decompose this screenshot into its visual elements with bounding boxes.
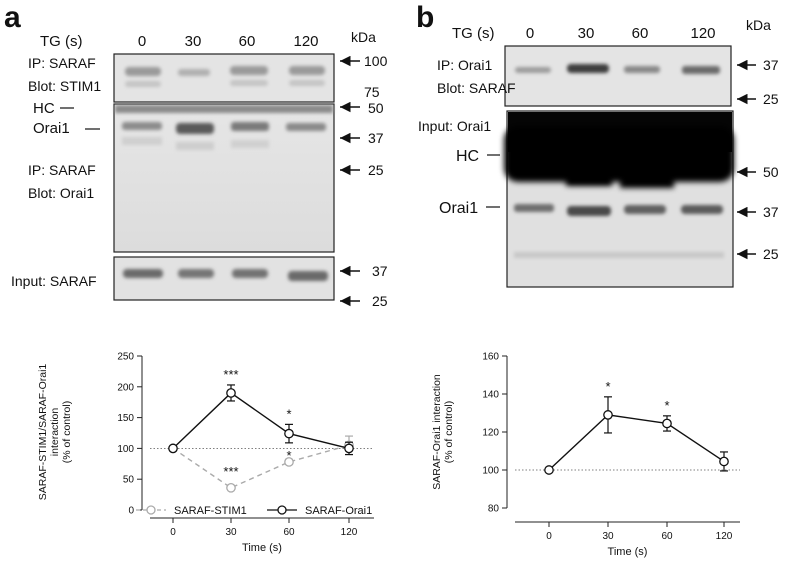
panel-a-blot-stim1 <box>113 53 335 103</box>
significance-mark: * <box>605 379 610 394</box>
panel-b-blot1-line2: Blot: SARAF <box>437 80 516 96</box>
y-tick-label: 140 <box>482 390 499 401</box>
panel-a-marker-37b: 37 <box>372 263 388 279</box>
panel-a-blot1-line2: Blot: STIM1 <box>28 78 101 94</box>
panel-a-time-60: 60 <box>239 33 256 50</box>
data-point <box>603 410 613 420</box>
data-point <box>284 428 294 439</box>
data-point <box>344 443 354 454</box>
panel-b-hc-label: HC <box>456 148 479 165</box>
panel-b: b TG (s) 0 30 60 120 kDa IP: Orai1 Blot:… <box>416 1 779 288</box>
significance-mark: * <box>286 406 291 421</box>
legend-label: SARAF-STIM1 <box>174 505 247 517</box>
x-axis-label: Time (s) <box>608 546 648 558</box>
y-tick-label: 160 <box>482 352 499 363</box>
panel-b-marker-50: 50 <box>763 164 779 180</box>
panel-a-blot2-line1: IP: SARAF <box>28 162 96 178</box>
x-tick-label: 120 <box>716 531 733 542</box>
y-axis-label: interaction <box>49 408 61 457</box>
data-point <box>544 465 554 475</box>
data-point <box>226 482 236 493</box>
panel-a-kda: kDa <box>351 29 376 45</box>
panel-b-marker-37: 37 <box>763 57 779 73</box>
legend-marker <box>146 505 156 515</box>
panel-a-tg-label: TG (s) <box>40 33 83 50</box>
y-axis-label: SARAF-STIM1/SARAF-Orai1 <box>37 364 49 501</box>
panel-a-blot-orai1 <box>113 103 335 253</box>
y-tick-label: 0 <box>128 506 134 517</box>
y-tick-label: 100 <box>117 444 134 455</box>
panel-a-hc-label: HC <box>33 100 55 117</box>
panel-a-marker-37: 37 <box>368 130 384 146</box>
y-tick-label: 80 <box>488 504 500 515</box>
y-tick-label: 120 <box>482 428 499 439</box>
panel-a-marker-75: 75 <box>364 84 380 100</box>
y-tick-label: 200 <box>117 382 134 393</box>
data-point <box>284 457 294 467</box>
x-tick-label: 30 <box>225 527 237 538</box>
x-tick-label: 60 <box>283 527 295 538</box>
panel-a-time-0: 0 <box>138 33 146 50</box>
y-axis-label: SARAF-Orai1 interaction <box>431 374 443 490</box>
panel-a-marker-100: 100 <box>364 53 388 69</box>
legend-marker <box>277 505 287 515</box>
y-tick-label: 250 <box>117 352 134 363</box>
panel-b-time-0: 0 <box>526 25 534 42</box>
significance-mark: * <box>664 398 669 413</box>
data-point <box>719 456 729 467</box>
panel-b-blot1-line1: IP: Orai1 <box>437 57 492 73</box>
panel-a-marker-25: 25 <box>368 162 384 178</box>
x-tick-label: 0 <box>546 531 552 542</box>
significance-mark: *** <box>223 367 238 382</box>
panel-a-time-120: 120 <box>293 33 318 50</box>
panel-b-letter: b <box>416 1 434 34</box>
series-line <box>172 392 350 450</box>
data-point <box>168 443 178 454</box>
panel-a-blot2-line2: Blot: Orai1 <box>28 185 94 201</box>
legend-label: SARAF-Orai1 <box>305 505 372 517</box>
panel-a: a TG (s) 0 30 60 120 kDa IP: SARAF Blot:… <box>4 1 388 309</box>
y-tick-label: 150 <box>117 413 134 424</box>
significance-mark: * <box>286 448 291 463</box>
x-tick-label: 0 <box>170 527 176 538</box>
y-tick-label: 50 <box>123 475 135 486</box>
panel-a-blot3-label: Input: SARAF <box>11 273 97 289</box>
panel-b-time-30: 30 <box>578 25 595 42</box>
x-axis-label: Time (s) <box>242 542 282 554</box>
panel-b-kda: kDa <box>746 17 771 33</box>
panel-b-marker-25b: 25 <box>763 246 779 262</box>
panel-b-orai1-label: Orai1 <box>439 200 478 217</box>
data-point <box>662 418 672 429</box>
panel-b-marker-37b: 37 <box>763 204 779 220</box>
series-line <box>548 414 725 471</box>
panel-b-time-120: 120 <box>690 25 715 42</box>
panel-b-blot-input-orai1 <box>504 110 734 288</box>
panel-b-blot-saraf <box>504 45 732 107</box>
panel-b-marker-25: 25 <box>763 91 779 107</box>
chart-saraf-stim1-orai1: 0 50 100 150 200 250 0 30 60 120 Time (s) SARAF-STI… <box>37 352 374 554</box>
significance-mark: *** <box>223 464 238 479</box>
panel-b-time-60: 60 <box>632 25 649 42</box>
panel-b-tg-label: TG (s) <box>452 25 495 42</box>
series-line <box>172 444 350 489</box>
panel-a-orai1-label: Orai1 <box>33 120 70 137</box>
panel-a-time-30: 30 <box>185 33 202 50</box>
panel-a-marker-50: 50 <box>368 100 384 116</box>
y-axis-label: (% of control) <box>61 401 73 463</box>
chart-saraf-orai1: 80 100 120 140 160 0 30 60 120 Time (s) SARAF-Orai… <box>431 352 740 558</box>
panel-a-blot1-line1: IP: SARAF <box>28 55 96 71</box>
x-tick-label: 120 <box>341 527 358 538</box>
panel-a-blot-input-saraf <box>113 256 335 301</box>
x-tick-label: 30 <box>602 531 614 542</box>
panel-b-input-label: Input: Orai1 <box>418 118 491 134</box>
panel-a-letter: a <box>4 1 21 34</box>
panel-a-marker-25b: 25 <box>372 293 388 309</box>
y-tick-label: 100 <box>482 466 499 477</box>
x-tick-label: 60 <box>661 531 673 542</box>
data-point <box>226 388 236 398</box>
y-axis-label: (% of control) <box>443 401 455 463</box>
